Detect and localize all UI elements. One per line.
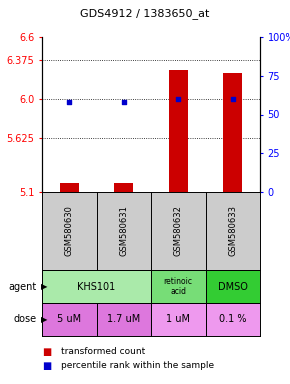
Text: percentile rank within the sample: percentile rank within the sample bbox=[61, 361, 214, 371]
Text: ■: ■ bbox=[42, 361, 51, 371]
Bar bbox=[223, 73, 242, 192]
Text: 1 uM: 1 uM bbox=[166, 314, 190, 324]
Point bbox=[231, 96, 235, 102]
Point bbox=[176, 96, 181, 102]
Bar bbox=[206, 303, 260, 336]
Text: transformed count: transformed count bbox=[61, 348, 145, 356]
Text: ▶: ▶ bbox=[41, 282, 47, 291]
Bar bbox=[114, 183, 133, 192]
Bar bbox=[42, 303, 97, 336]
Text: ▶: ▶ bbox=[41, 315, 47, 324]
Bar bbox=[151, 270, 206, 303]
Point bbox=[67, 99, 72, 105]
Text: GSM580632: GSM580632 bbox=[174, 205, 183, 257]
Text: GSM580631: GSM580631 bbox=[119, 205, 128, 257]
Text: dose: dose bbox=[13, 314, 36, 324]
Text: 0.1 %: 0.1 % bbox=[219, 314, 246, 324]
Text: agent: agent bbox=[8, 281, 36, 291]
Text: 1.7 uM: 1.7 uM bbox=[107, 314, 140, 324]
Text: GSM580630: GSM580630 bbox=[65, 205, 74, 257]
Text: DMSO: DMSO bbox=[218, 281, 248, 291]
Text: GDS4912 / 1383650_at: GDS4912 / 1383650_at bbox=[80, 8, 210, 19]
Bar bbox=[42, 270, 151, 303]
Bar bbox=[206, 270, 260, 303]
Text: KHS101: KHS101 bbox=[77, 281, 116, 291]
Text: GSM580633: GSM580633 bbox=[228, 205, 237, 257]
Bar bbox=[151, 303, 206, 336]
Text: ■: ■ bbox=[42, 347, 51, 357]
Text: 5 uM: 5 uM bbox=[57, 314, 81, 324]
Text: retinoic
acid: retinoic acid bbox=[164, 277, 193, 296]
Bar bbox=[60, 183, 79, 192]
Bar bbox=[169, 70, 188, 192]
Point bbox=[122, 99, 126, 105]
Bar bbox=[97, 303, 151, 336]
